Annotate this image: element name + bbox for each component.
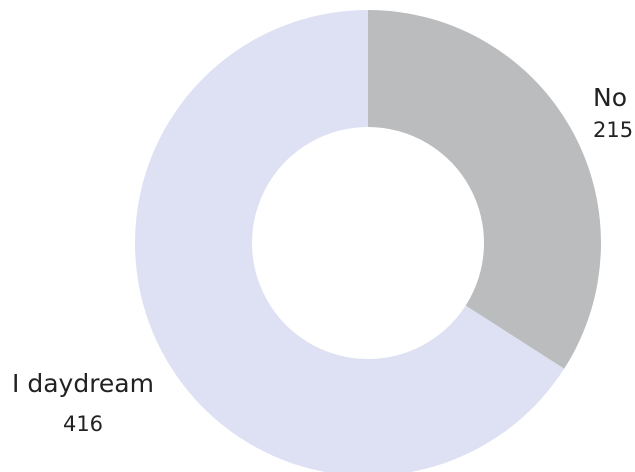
slice-value-i-daydream: 416 (63, 412, 103, 436)
slice-label-no: No (593, 83, 627, 112)
donut-slices (135, 10, 602, 472)
slice-value-no: 215 (593, 118, 633, 142)
slice-label-i-daydream: I daydream (12, 369, 154, 398)
donut-slice-i-daydream (135, 10, 565, 472)
donut-slice-no (368, 10, 602, 369)
